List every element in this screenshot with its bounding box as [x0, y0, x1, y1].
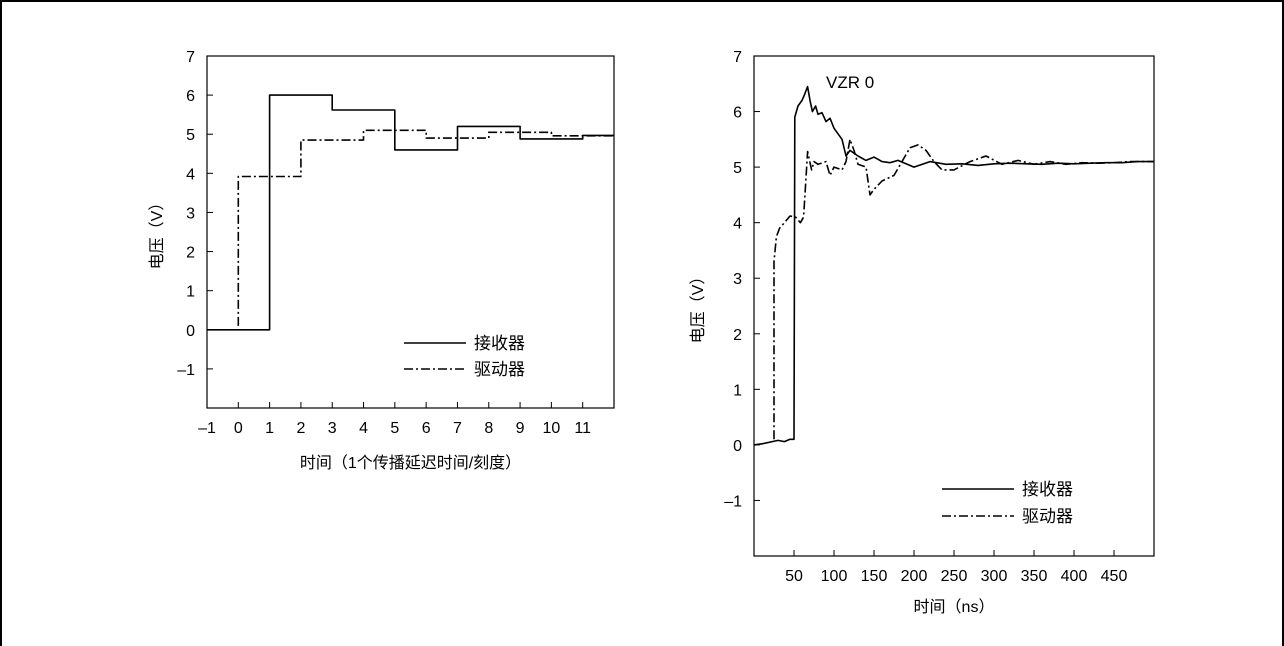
y-tick-label: 3 [186, 205, 195, 222]
plot-frame [753, 55, 1155, 557]
y-tick-label: 4 [733, 216, 742, 233]
y-tick-label: 5 [186, 127, 195, 144]
series-line-driver [237, 129, 614, 326]
y-tick-label: 7 [186, 49, 195, 66]
y-tick-label: 2 [186, 245, 195, 262]
x-tick-label: 11 [574, 420, 591, 437]
y-tick-label: 1 [733, 382, 742, 399]
series-line-receiver [753, 85, 1154, 446]
y-tick-label: 2 [733, 327, 742, 344]
y-tick-label: 0 [186, 323, 195, 340]
x-tick-label: 7 [453, 420, 462, 437]
x-tick-label: 150 [861, 568, 888, 585]
x-tick-label: 0 [234, 420, 243, 437]
plot-frame [206, 55, 615, 409]
y-axis-label: 电压（V） [689, 269, 707, 344]
x-tick-label: 2 [296, 420, 305, 437]
y-tick-label: –1 [724, 493, 742, 510]
x-tick-label: 4 [359, 420, 368, 437]
x-axis-label: 时间（ns） [914, 598, 995, 616]
x-tick-label: 10 [542, 420, 560, 437]
x-tick-label: 450 [1101, 568, 1128, 585]
x-axis-label: 时间（1个传播延迟时间/刻度） [300, 454, 521, 472]
series-line-driver [773, 138, 1154, 440]
x-tick-label: 8 [484, 420, 493, 437]
y-tick-label: 6 [186, 88, 195, 105]
x-tick-label: 300 [981, 568, 1008, 585]
x-tick-label: –1 [198, 420, 216, 437]
y-tick-label: 4 [186, 166, 195, 183]
x-tick-label: 5 [390, 420, 399, 437]
legend-label: 接收器 [474, 334, 525, 353]
y-tick-label: 0 [733, 438, 742, 455]
x-tick-label: 9 [516, 420, 525, 437]
x-tick-label: 350 [1021, 568, 1048, 585]
x-tick-label: 6 [422, 420, 431, 437]
chart-2: 50 100 150 200 250 300 350 400 450 –1 0 1 2 3 4 5 6 7 时间（n… [689, 49, 1155, 616]
annotation-label: VZR 0 [826, 73, 874, 92]
legend-label: 驱动器 [1022, 507, 1073, 526]
y-tick-label: 5 [733, 160, 742, 177]
y-tick-label: –1 [177, 362, 195, 379]
series-line-receiver [207, 94, 614, 331]
x-tick-label: 250 [941, 568, 968, 585]
x-tick-label: 3 [328, 420, 337, 437]
y-tick-label: 7 [733, 49, 742, 66]
x-tick-label: 1 [265, 420, 274, 437]
x-tick-label: 50 [785, 568, 803, 585]
x-tick-label: 400 [1061, 568, 1088, 585]
x-tick-label: 100 [821, 568, 848, 585]
y-tick-label: 1 [186, 284, 195, 301]
legend-label: 驱动器 [474, 360, 525, 379]
x-tick-label: 200 [901, 568, 928, 585]
chart-1: –1 0 1 2 3 4 5 6 7 8 9 10 11 –1 0 1 2 3 4 5 6 7 时间（1个传播延迟时间/刻度… [148, 49, 615, 472]
legend-label: 接收器 [1022, 480, 1073, 499]
y-tick-label: 6 [733, 105, 742, 122]
y-tick-label: 3 [733, 271, 742, 288]
y-axis-label: 电压（V） [148, 195, 166, 270]
